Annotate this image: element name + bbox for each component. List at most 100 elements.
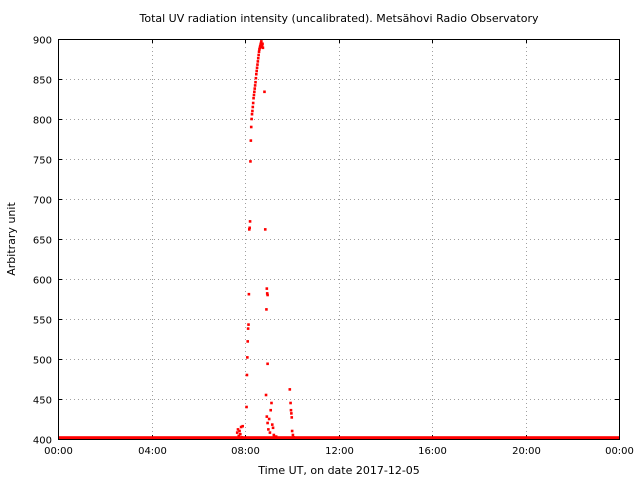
y-tick-label: 600 [33, 276, 52, 287]
data-point [292, 436, 295, 439]
baseline-series [58, 436, 619, 440]
x-tick-label: 12:00 [325, 446, 354, 457]
data-point [265, 292, 269, 295]
data-point [249, 160, 252, 163]
data-point [238, 429, 241, 433]
data-point [240, 436, 244, 439]
y-tick-label: 750 [33, 156, 52, 167]
data-point [291, 433, 295, 437]
data-point [288, 388, 292, 391]
data-point [274, 435, 278, 438]
x-axis-label: Time UT, on date 2017-12-05 [257, 464, 420, 477]
data-point [239, 432, 242, 436]
data-point [289, 401, 292, 405]
x-tick-label: 08:00 [231, 446, 260, 457]
data-point [259, 43, 262, 46]
data-point [246, 356, 249, 359]
data-point [269, 408, 273, 412]
data-point [263, 228, 267, 231]
data-point [272, 433, 276, 437]
x-tick-label: 00:00 [605, 446, 634, 457]
data-point [260, 44, 264, 47]
data-point [254, 72, 258, 76]
data-point [261, 42, 264, 46]
data-point [253, 90, 256, 94]
data-point [247, 323, 250, 326]
data-point [259, 41, 263, 45]
data-point [253, 84, 257, 87]
data-point [253, 87, 257, 90]
data-point [248, 220, 252, 223]
y-tick-label: 450 [33, 396, 52, 407]
data-point [263, 90, 266, 94]
data-point [257, 50, 261, 54]
data-point [270, 423, 274, 426]
data-point [249, 139, 253, 142]
data-point [252, 96, 255, 100]
data-point [245, 405, 248, 409]
y-tick-label: 550 [33, 316, 52, 327]
data-point [290, 416, 294, 419]
data-point [237, 434, 241, 438]
data-point [265, 308, 268, 311]
chart-title: Total UV radiation intensity (uncalibrat… [139, 12, 539, 25]
data-point [260, 40, 263, 43]
y-tick-label: 900 [33, 36, 52, 47]
data-point [236, 428, 240, 431]
data-point [251, 101, 255, 105]
data-point [252, 93, 256, 97]
data-point [258, 44, 262, 48]
data-point [248, 226, 251, 230]
data-point [276, 436, 280, 440]
x-tick-label: 20:00 [512, 446, 541, 457]
y-axis-label: Arbitrary unit [5, 202, 18, 276]
data-point [255, 69, 258, 73]
data-point [256, 60, 260, 63]
data-point [289, 408, 293, 412]
data-point [250, 112, 254, 116]
data-point [246, 340, 250, 343]
data-point [261, 46, 265, 50]
grid-lines [58, 39, 619, 439]
data-point [266, 293, 269, 297]
data-series [58, 40, 619, 440]
data-point [271, 426, 275, 430]
y-tick-label: 850 [33, 76, 52, 87]
data-point [251, 105, 255, 109]
data-point [254, 76, 258, 80]
data-point [245, 373, 249, 377]
data-point [265, 415, 269, 418]
data-point [255, 66, 259, 70]
data-point [265, 287, 269, 290]
data-point [270, 401, 273, 405]
y-tick-label: 800 [33, 116, 52, 127]
data-point [235, 431, 239, 434]
data-point [241, 424, 244, 428]
x-tick-label: 04:00 [138, 446, 167, 457]
data-point [254, 80, 257, 84]
data-point [290, 429, 294, 433]
data-point [258, 48, 261, 51]
y-tick-label: 650 [33, 236, 52, 247]
data-point [267, 428, 270, 431]
data-point [267, 417, 271, 421]
data-point [290, 412, 293, 415]
y-tick-label: 500 [33, 356, 52, 367]
data-point [264, 393, 268, 397]
data-point [256, 56, 260, 60]
data-point [247, 292, 251, 296]
axis-ticks: 400 450 500 550 600 650 700 750 800 850 900 00:00 04… [33, 36, 634, 458]
data-point [273, 436, 276, 439]
data-point [266, 362, 269, 366]
data-point [246, 327, 250, 330]
data-point [247, 228, 251, 231]
x-tick-label: 00:00 [44, 446, 73, 457]
plot-frame [58, 39, 620, 440]
data-point [239, 425, 243, 429]
data-point [268, 431, 272, 434]
x-tick-label: 16:00 [418, 446, 447, 457]
data-point [251, 109, 254, 113]
y-tick-label: 700 [33, 196, 52, 207]
data-point [256, 63, 259, 66]
